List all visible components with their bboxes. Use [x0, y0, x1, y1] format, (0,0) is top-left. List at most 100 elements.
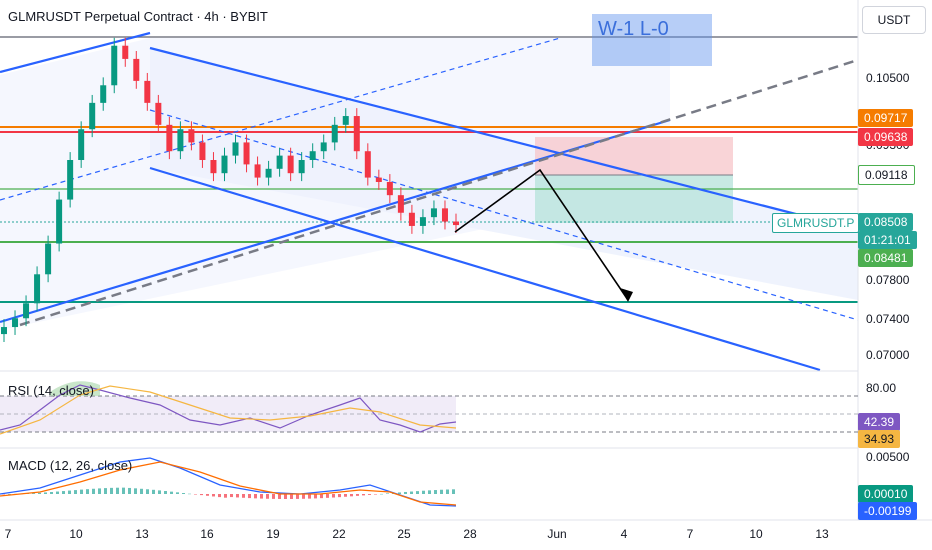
candle-body: [243, 142, 250, 165]
macd-bar: [224, 494, 227, 498]
date-tick: 4: [620, 527, 628, 541]
macd-bar: [74, 490, 77, 494]
date-tick: 13: [815, 527, 829, 541]
date-tick: 10: [749, 527, 763, 541]
macd-bar: [2, 494, 5, 495]
macd-bar: [260, 494, 263, 499]
macd-bar: [188, 493, 191, 495]
macd-signal: [0, 461, 457, 506]
macd-bar: [200, 494, 203, 496]
candle-body: [111, 45, 118, 86]
date-tick: 28: [463, 527, 477, 541]
candle-body: [309, 151, 316, 161]
candles: [1, 37, 459, 342]
candle-body: [12, 318, 19, 328]
candle-body: [144, 80, 151, 103]
macd-bar: [230, 494, 233, 498]
macd-bar: [296, 494, 299, 499]
macd-bar: [362, 494, 365, 496]
candle-body: [397, 195, 404, 213]
price-tag-red: 0.09638: [858, 128, 914, 146]
macd-bar: [416, 491, 419, 494]
candle-body: [265, 168, 272, 178]
macd-bar: [254, 494, 257, 499]
candle-body: [364, 151, 371, 178]
macd-bar: [368, 494, 371, 495]
macd-bar: [110, 487, 113, 494]
macd-bar: [374, 494, 377, 495]
macd-bar: [302, 494, 305, 499]
macd-bar: [272, 494, 275, 499]
macd-bar: [356, 494, 359, 496]
candle-body: [408, 212, 415, 226]
price-tag-green: 0.09118: [858, 165, 915, 185]
macd-bar: [182, 493, 185, 494]
macd-bar: [194, 494, 197, 495]
macd-bar: [380, 493, 383, 495]
candle-body: [199, 142, 206, 161]
macd-bar: [446, 489, 449, 494]
stop-zone: [535, 137, 733, 175]
target-zone: [535, 175, 733, 223]
macd-bar: [44, 492, 47, 494]
macd-bar: [32, 493, 35, 494]
macd-bar: [80, 489, 83, 494]
candle-body: [166, 124, 173, 152]
price-tick: 0.07400: [866, 312, 910, 326]
macd-bar: [350, 494, 353, 497]
macd-bar: [8, 493, 11, 495]
candle-body: [23, 303, 30, 319]
last-price-tag: 0.08508: [858, 213, 914, 231]
candle-body: [210, 160, 217, 174]
rsi-label[interactable]: RSI (14, close): [8, 383, 94, 398]
macd-bar: [320, 494, 323, 499]
macd-bar: [152, 489, 155, 494]
price-tick: 0.10500: [866, 71, 910, 85]
date-tick: 16: [200, 527, 214, 541]
channel-fill: [0, 38, 858, 330]
annotation-box[interactable]: W-1 L-0: [592, 14, 712, 66]
date-tick: 7: [4, 527, 12, 541]
chart-title: GLMRUSDT Perpetual Contract · 4h · BYBIT: [8, 9, 268, 24]
macd-bar: [50, 491, 53, 494]
projection-path: [454, 168, 629, 301]
macd-bar: [314, 494, 317, 499]
candle-body: [45, 243, 52, 275]
candle-body: [67, 160, 74, 200]
macd-bar: [218, 494, 221, 498]
candle-body: [331, 124, 338, 143]
candle-body: [430, 208, 437, 218]
macd-bar: [146, 489, 149, 494]
macd-bar: [422, 490, 425, 494]
macd-bar: [38, 492, 41, 494]
macd-bar: [68, 490, 71, 494]
macd-label[interactable]: MACD (12, 26, close): [8, 458, 133, 473]
macd-tick: 0.00500: [866, 450, 910, 464]
macd-bar: [62, 491, 65, 494]
macd-bar: [410, 491, 413, 494]
date-tick: 13: [135, 527, 149, 541]
date-tick: 7: [686, 527, 694, 541]
macd-bar: [344, 494, 347, 497]
macd-bar: [158, 490, 161, 494]
macd-bar: [140, 488, 143, 494]
rsi-signal: [0, 385, 457, 435]
macd-bar: [134, 488, 137, 494]
price-tick: 0.07000: [866, 348, 910, 362]
rsi-tick: 80.00: [866, 381, 897, 395]
date-tick: 10: [69, 527, 83, 541]
macd-bar: [248, 494, 251, 499]
macd-bar: [104, 488, 107, 494]
price-tag-support: 0.08481: [858, 249, 914, 267]
candle-body: [254, 164, 261, 178]
candle-body: [441, 208, 448, 222]
macd-bar: [98, 488, 101, 494]
macd-bar: [278, 494, 281, 499]
currency-selector[interactable]: USDT: [862, 6, 926, 34]
rsi-line: [0, 384, 457, 433]
macd-bar: [404, 491, 407, 494]
macd-bar: [428, 490, 431, 494]
macd-bar: [434, 490, 437, 494]
candle-body: [276, 155, 283, 169]
